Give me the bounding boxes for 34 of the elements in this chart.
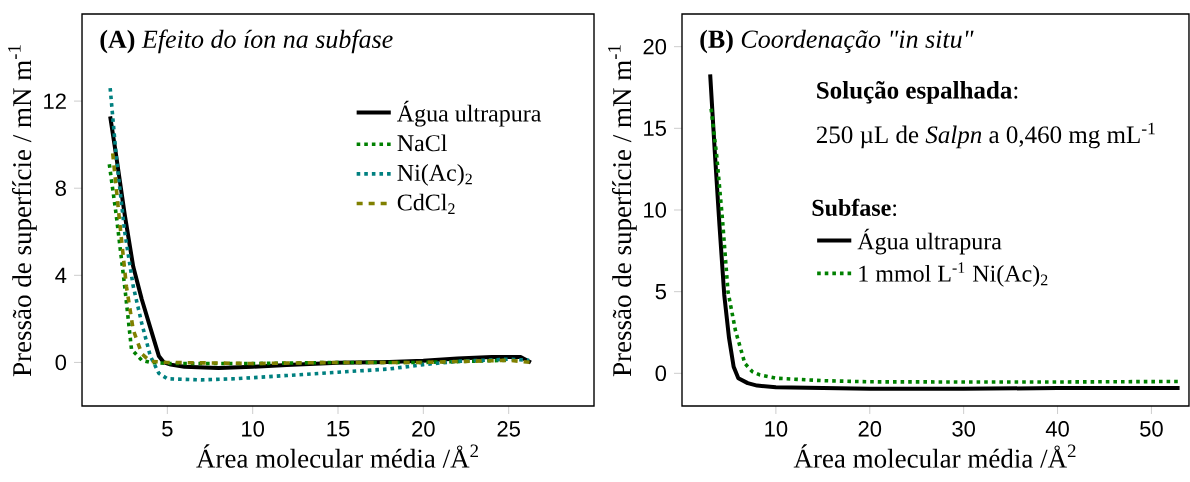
annotation: Solução espalhada:	[817, 81, 1018, 104]
y-tick-label: 12	[44, 93, 66, 109]
y-tick-label: 8	[55, 180, 66, 197]
x-tick-label: 40	[1045, 421, 1069, 437]
y-axis-title: Pressão de superfície / mN m$^{-1}$	[8, 45, 37, 377]
legend-label: Água ultrapura	[397, 100, 542, 127]
x-tick-label: 10	[765, 421, 788, 437]
y-tick-label: 0	[655, 365, 667, 382]
legend-label: Ni(Ac)$_{2}$	[397, 164, 472, 186]
legend-label: CdCl$_{2}$	[397, 193, 455, 214]
y-axis-title: Pressão de superfície / mN m$^{-1}$	[608, 45, 637, 377]
y-tick-label: 10	[644, 202, 667, 218]
legend-label: 1 mmol L$^{-1}$ Ni(Ac)$_{2}$	[859, 262, 1048, 287]
y-tick-label: 15	[644, 120, 666, 136]
text: (B) Coordenação "in situ"	[700, 29, 974, 54]
legend-title: Subfase:	[812, 198, 897, 217]
y-tick-label: 0	[55, 354, 67, 371]
text: (A) Efeito do íon na subfase	[100, 29, 393, 54]
x-tick-label: 15	[327, 421, 350, 437]
x-tick-label: 50	[1140, 421, 1163, 437]
x-axis-title: Área molecular média /Å$^{2}$	[196, 444, 478, 468]
y-tick-label: 20	[643, 38, 667, 55]
x-tick-label: 20	[412, 421, 435, 437]
x-axis-title: Área molecular média /Å$^{2}$	[793, 444, 1076, 468]
x-tick-label: 20	[858, 421, 882, 437]
x-tick-label: 5	[162, 421, 173, 437]
y-tick-label: 4	[55, 267, 67, 283]
y-tick-label: 5	[655, 284, 666, 300]
x-tick-label: 25	[497, 421, 520, 437]
legend-label: Água ultrapura	[857, 228, 1002, 255]
x-tick-label: 30	[952, 421, 976, 437]
annotation: 250 µL de Salpn a 0,460 mg mL$^{-1}$	[816, 122, 1155, 149]
x-tick-label: 10	[242, 421, 265, 437]
legend-label: NaCl	[397, 134, 447, 152]
